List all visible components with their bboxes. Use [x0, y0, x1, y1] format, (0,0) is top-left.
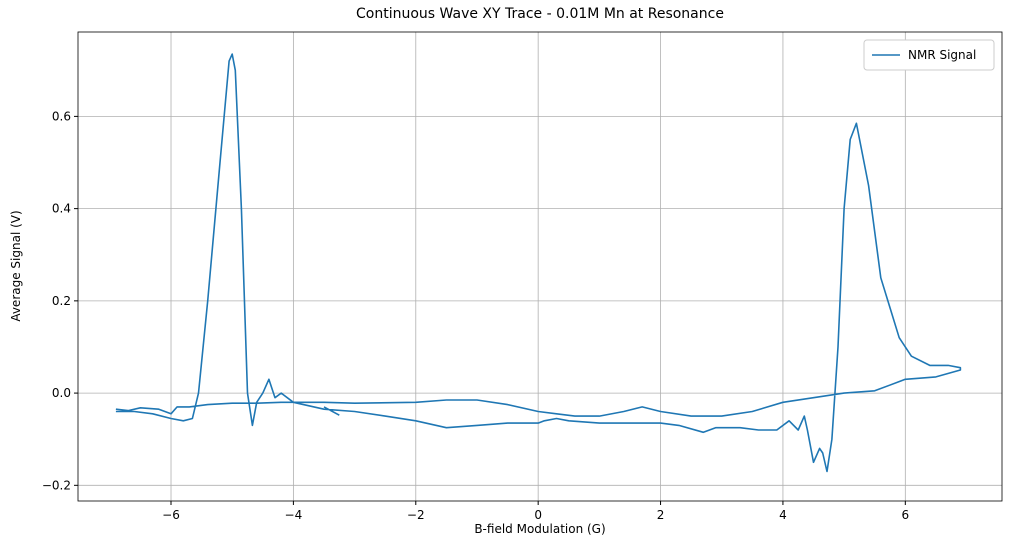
- x-tick-label: −2: [407, 508, 425, 522]
- y-tick-label: 0.2: [52, 294, 71, 308]
- x-tick-label: 6: [901, 508, 909, 522]
- x-tick-label: −6: [162, 508, 180, 522]
- y-tick-label: 0.0: [52, 386, 71, 400]
- legend-label: NMR Signal: [908, 48, 976, 62]
- plot-frame: [77, 31, 1003, 502]
- x-tick-label: 0: [534, 508, 542, 522]
- legend-box: [863, 39, 995, 71]
- y-tick-label: 0.6: [52, 109, 71, 123]
- y-axis-label: Average Signal (V): [9, 210, 23, 321]
- chart-title: Continuous Wave XY Trace - 0.01M Mn at R…: [356, 6, 724, 22]
- x-tick-label: 4: [779, 508, 787, 522]
- x-axis-label: B-field Modulation (G): [474, 522, 605, 536]
- x-tick-label: 2: [657, 508, 665, 522]
- y-tick-label: −0.2: [42, 478, 71, 492]
- x-tick-label: −4: [285, 508, 303, 522]
- data-line: [115, 53, 962, 473]
- y-tick-label: 0.4: [52, 202, 71, 216]
